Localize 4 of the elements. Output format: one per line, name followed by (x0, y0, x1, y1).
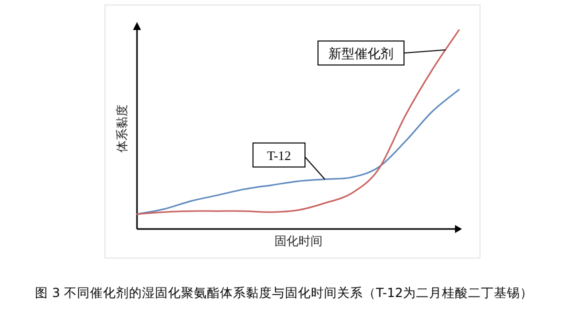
y-axis-title: 体系黏度 (115, 104, 129, 152)
series-label: T-12 (266, 148, 292, 163)
caption: 图 3 不同催化剂的湿固化聚氨酯体系黏度与固化时间关系（T-12为二月桂酸二丁基锡） (35, 285, 533, 300)
x-axis-title: 固化时间 (274, 234, 322, 248)
